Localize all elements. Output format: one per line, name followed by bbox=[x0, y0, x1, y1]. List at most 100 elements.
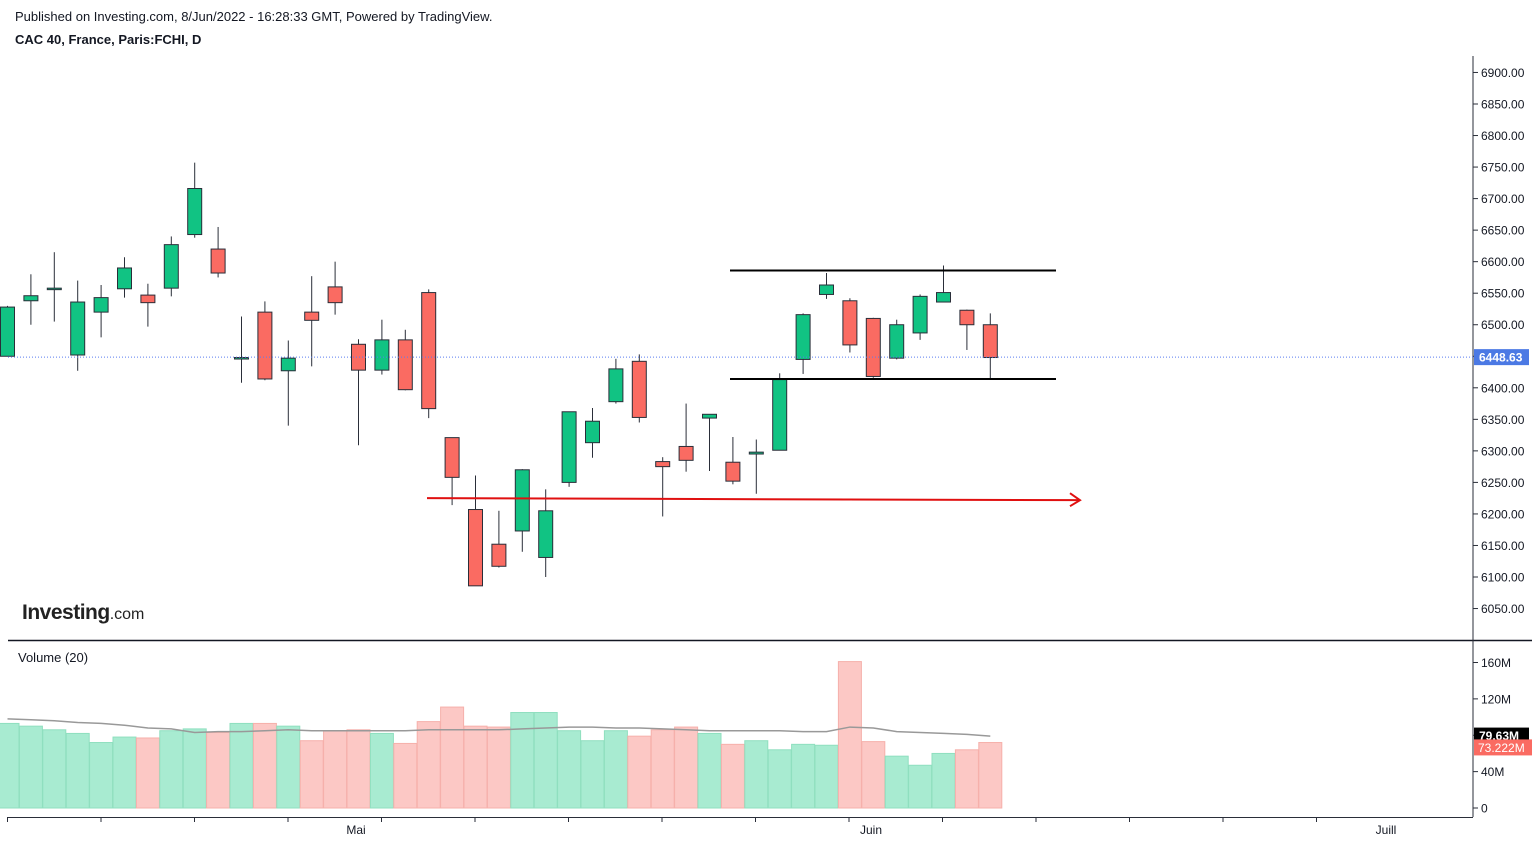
candle bbox=[959, 309, 975, 350]
candle bbox=[865, 317, 881, 378]
volume-bar bbox=[767, 749, 792, 809]
candle-body-up bbox=[912, 295, 928, 334]
price-tick-label: 6400.00 bbox=[1481, 381, 1525, 395]
volume-bar bbox=[229, 722, 254, 809]
candle bbox=[491, 510, 507, 568]
candle bbox=[889, 319, 905, 360]
candle-body-up bbox=[702, 413, 717, 419]
candle bbox=[93, 285, 109, 338]
price-tick-label: 6550.00 bbox=[1481, 287, 1525, 301]
candle-body-up bbox=[187, 188, 203, 236]
volume-bar bbox=[533, 712, 558, 809]
candle bbox=[538, 489, 554, 578]
published-caption: Published on Investing.com, 8/Jun/2022 -… bbox=[15, 9, 493, 24]
volume-bar bbox=[931, 752, 956, 809]
price-tick-label: 6500.00 bbox=[1481, 318, 1525, 332]
volume-bar bbox=[837, 661, 862, 809]
candle-body-up bbox=[374, 339, 390, 371]
candle-body-down bbox=[982, 324, 998, 359]
candle bbox=[514, 469, 530, 552]
investing-logo: Investing.com bbox=[22, 601, 144, 625]
price-tick-label: 6800.00 bbox=[1481, 129, 1525, 143]
candle bbox=[725, 436, 741, 485]
volume-bar bbox=[89, 742, 114, 809]
volume-bar bbox=[276, 725, 301, 809]
volume-bar bbox=[744, 740, 769, 809]
candle-body-down bbox=[865, 317, 881, 377]
candle-body-down bbox=[725, 461, 741, 482]
candle-body-up bbox=[608, 368, 624, 403]
price-tick-label: 6300.00 bbox=[1481, 444, 1525, 458]
volume-bar bbox=[674, 726, 699, 809]
candle bbox=[795, 313, 811, 374]
candle bbox=[421, 289, 437, 419]
price-tick-label: 6200.00 bbox=[1481, 507, 1525, 521]
price-tick-label: 6850.00 bbox=[1481, 97, 1525, 111]
candle bbox=[117, 257, 132, 298]
volume-bar bbox=[603, 730, 628, 809]
volume-bar bbox=[814, 744, 839, 809]
price-tick-label: 6600.00 bbox=[1481, 255, 1525, 269]
candle-body-down bbox=[678, 445, 694, 461]
price-tick-label: 6750.00 bbox=[1481, 161, 1525, 175]
price-tick-label: 6150.00 bbox=[1481, 539, 1525, 553]
time-tick-label: Juin bbox=[860, 823, 882, 837]
volume-bar bbox=[0, 722, 20, 809]
candle bbox=[936, 265, 951, 303]
candle-body-up bbox=[889, 324, 905, 359]
candle-body-down bbox=[631, 360, 647, 418]
last-volume-badge bbox=[1474, 739, 1532, 756]
candle-body-up bbox=[163, 244, 179, 289]
candle-body-up bbox=[795, 314, 811, 360]
volume-tick-label: 160M bbox=[1481, 656, 1511, 670]
volume-bar bbox=[580, 740, 605, 809]
candle bbox=[351, 339, 366, 446]
time-tick-label: Mai bbox=[346, 823, 365, 837]
volume-bar bbox=[884, 755, 909, 809]
volume-bar bbox=[346, 729, 371, 809]
support-arrow-head bbox=[1069, 492, 1082, 508]
candle-body-up bbox=[514, 469, 530, 532]
candle bbox=[748, 439, 764, 494]
last-price-label: 6448.63 bbox=[1479, 351, 1523, 365]
candle-body-up bbox=[585, 420, 600, 444]
logo-main: Investing bbox=[22, 601, 110, 624]
candle-body-up bbox=[234, 357, 249, 360]
candle bbox=[163, 236, 179, 297]
candle bbox=[585, 407, 600, 458]
candle bbox=[655, 457, 671, 517]
candle bbox=[327, 261, 343, 315]
candle bbox=[280, 340, 296, 426]
candle-body-down bbox=[327, 286, 343, 304]
candle-body-up bbox=[280, 357, 296, 372]
volume-bar bbox=[697, 732, 722, 809]
candle-body-down bbox=[140, 294, 156, 304]
candle-body-up bbox=[0, 306, 15, 357]
candle-body-up bbox=[561, 411, 577, 483]
volume-bars bbox=[0, 661, 1003, 809]
candle-body-up bbox=[748, 451, 764, 455]
candle-body-up bbox=[23, 295, 39, 302]
candle-body-down bbox=[842, 300, 858, 346]
candle bbox=[819, 273, 834, 299]
volume-bar bbox=[720, 743, 745, 809]
candle bbox=[46, 252, 62, 322]
candle bbox=[678, 403, 694, 472]
symbol-title: CAC 40, France, Paris:FCHI, D bbox=[15, 32, 202, 47]
volume-bar bbox=[299, 740, 324, 809]
candle-body-up bbox=[936, 292, 951, 303]
volume-tick-label: 120M bbox=[1481, 692, 1511, 706]
candle-body-up bbox=[772, 379, 788, 451]
time-tick-label: Juill bbox=[1376, 823, 1397, 837]
candle bbox=[70, 280, 86, 371]
candle bbox=[468, 475, 483, 587]
candle bbox=[842, 298, 858, 353]
logo-suffix: .com bbox=[109, 606, 145, 623]
volume-bar bbox=[182, 728, 207, 809]
volume-bar bbox=[393, 742, 418, 809]
candle-body-up bbox=[93, 297, 109, 313]
last-price-badge bbox=[1474, 349, 1529, 366]
volume-bar bbox=[65, 732, 90, 809]
